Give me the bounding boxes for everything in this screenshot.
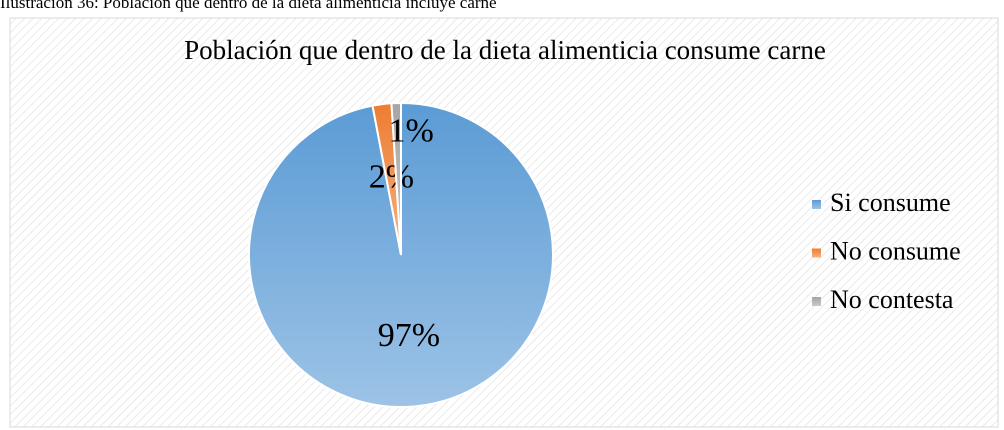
data-label: 1% [389, 112, 434, 149]
legend-label: Si consume [830, 188, 951, 217]
legend-label: No consume [830, 236, 961, 265]
legend-marker [812, 200, 821, 209]
legend-marker [812, 248, 821, 258]
caption: Ilustración 36: Población que dentro de … [0, 0, 497, 12]
legend-marker [812, 297, 821, 306]
pie-slice [390, 101, 402, 256]
chart-title: Población que dentro de la dieta aliment… [184, 35, 826, 65]
legend-label: No contesta [830, 285, 954, 314]
data-label: 97% [378, 317, 440, 354]
data-label: 2% [369, 158, 414, 195]
